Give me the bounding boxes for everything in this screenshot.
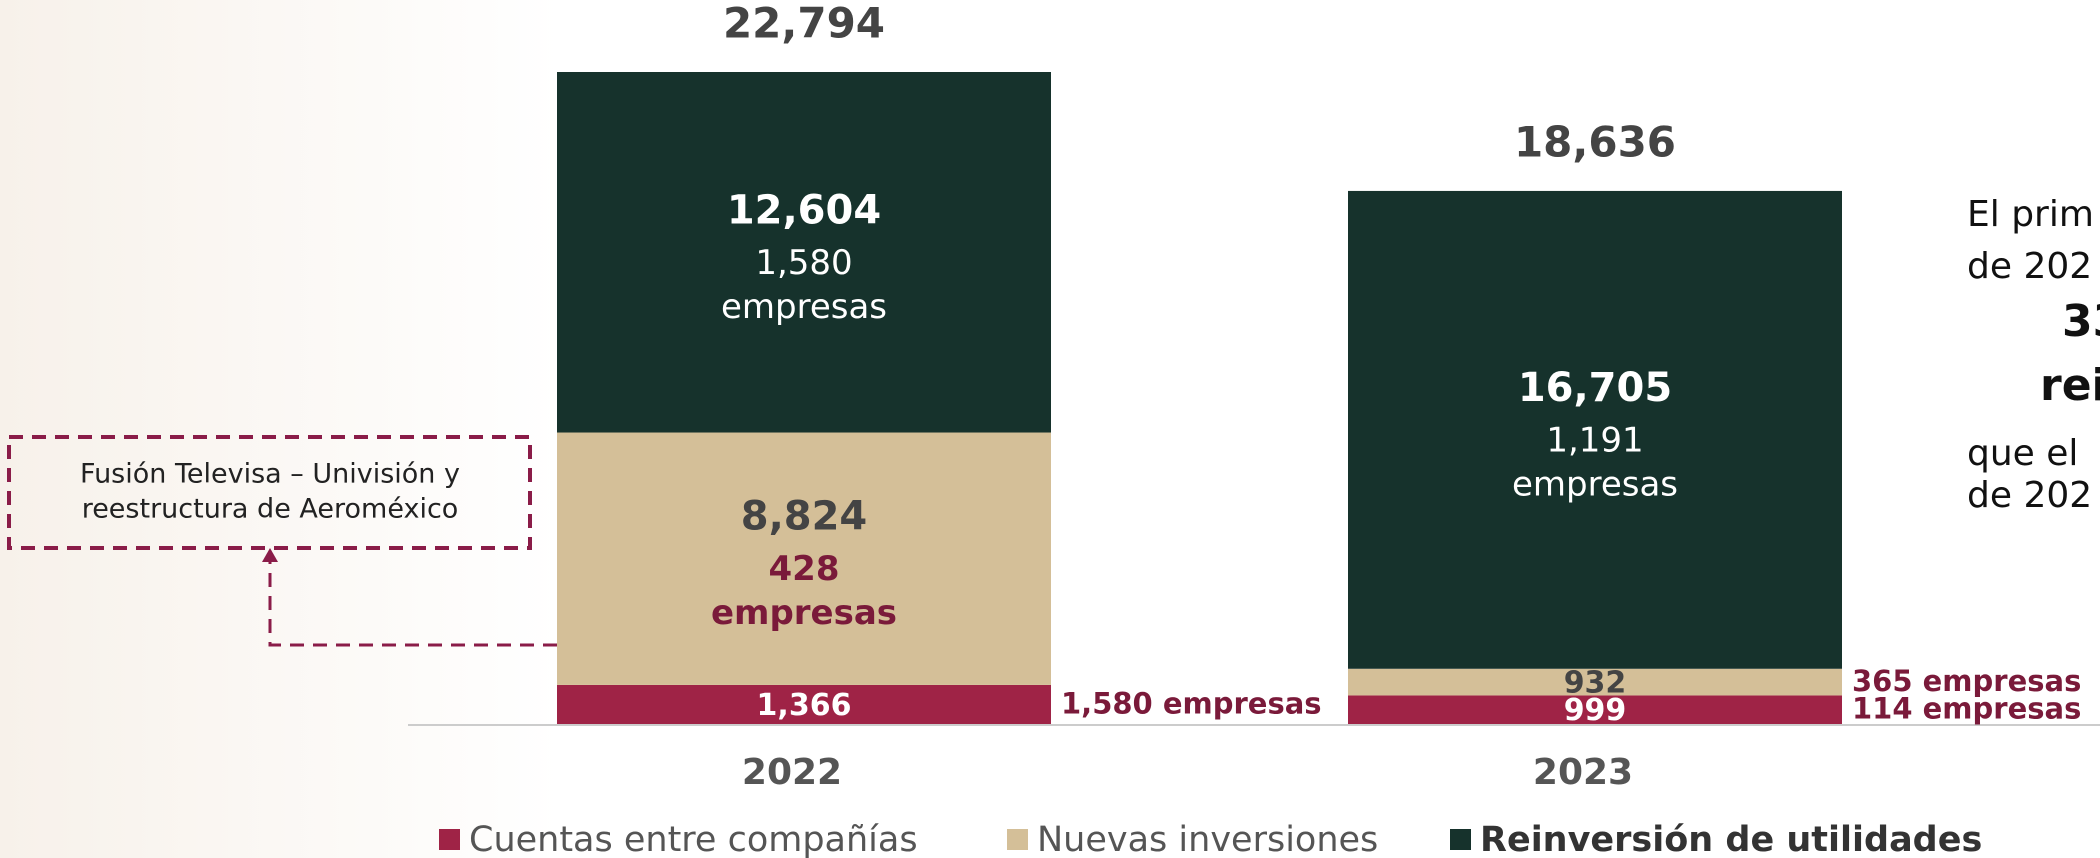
- legend-label: Nuevas inversiones: [1037, 820, 1378, 858]
- bar-segment: [557, 432, 1051, 685]
- company-label: 428: [769, 549, 840, 589]
- value-label: 932: [1564, 666, 1627, 701]
- bar-segment: [1348, 695, 1842, 724]
- side-text: de 202: [1967, 475, 2092, 516]
- company-label: 365 empresas: [1852, 664, 2081, 698]
- bar-segment: [557, 72, 1051, 433]
- company-label: 114 empresas: [1852, 692, 2081, 726]
- bar-segment: [1348, 190, 1842, 669]
- background-pattern: [0, 0, 560, 858]
- company-label: empresas: [721, 287, 887, 327]
- annotation-arrow: [268, 556, 557, 647]
- side-text: que el: [1967, 433, 2078, 474]
- legend-swatch: [439, 829, 460, 850]
- total-label: 18,636: [1514, 117, 1676, 166]
- side-text: rei: [2040, 360, 2100, 411]
- company-label: 1,580 empresas: [1061, 686, 1322, 720]
- side-text: de 202: [1967, 246, 2092, 287]
- legend-label: Reinversión de utilidades: [1480, 820, 1982, 858]
- legend-swatch: [1450, 829, 1471, 850]
- x-tick-label: 2023: [1533, 752, 1633, 793]
- total-label: 22,794: [723, 0, 885, 48]
- legend-label: Cuentas entre compañías: [469, 820, 918, 858]
- bar-segment: [557, 684, 1051, 724]
- company-label: 1,191: [1546, 420, 1643, 460]
- x-tick-label: 2022: [742, 752, 842, 793]
- value-label: 12,604: [727, 187, 881, 233]
- company-label: empresas: [711, 593, 897, 633]
- side-text: El prim: [1967, 194, 2094, 235]
- bar-segment: [1348, 668, 1842, 696]
- legend-swatch: [1007, 829, 1028, 850]
- arrow-head: [262, 548, 278, 562]
- value-label: 1,366: [757, 688, 852, 723]
- value-label: 16,705: [1518, 365, 1672, 411]
- annotation-text: Fusión Televisa – Univisión y: [80, 459, 460, 490]
- annotation-text: reestructura de Aeroméxico: [82, 494, 459, 525]
- value-label: 999: [1564, 693, 1627, 728]
- company-label: empresas: [1512, 464, 1678, 504]
- side-text: 33: [2062, 296, 2100, 347]
- annotation-box: [7, 435, 532, 550]
- company-label: 1,580: [755, 243, 852, 283]
- value-label: 8,824: [741, 494, 868, 540]
